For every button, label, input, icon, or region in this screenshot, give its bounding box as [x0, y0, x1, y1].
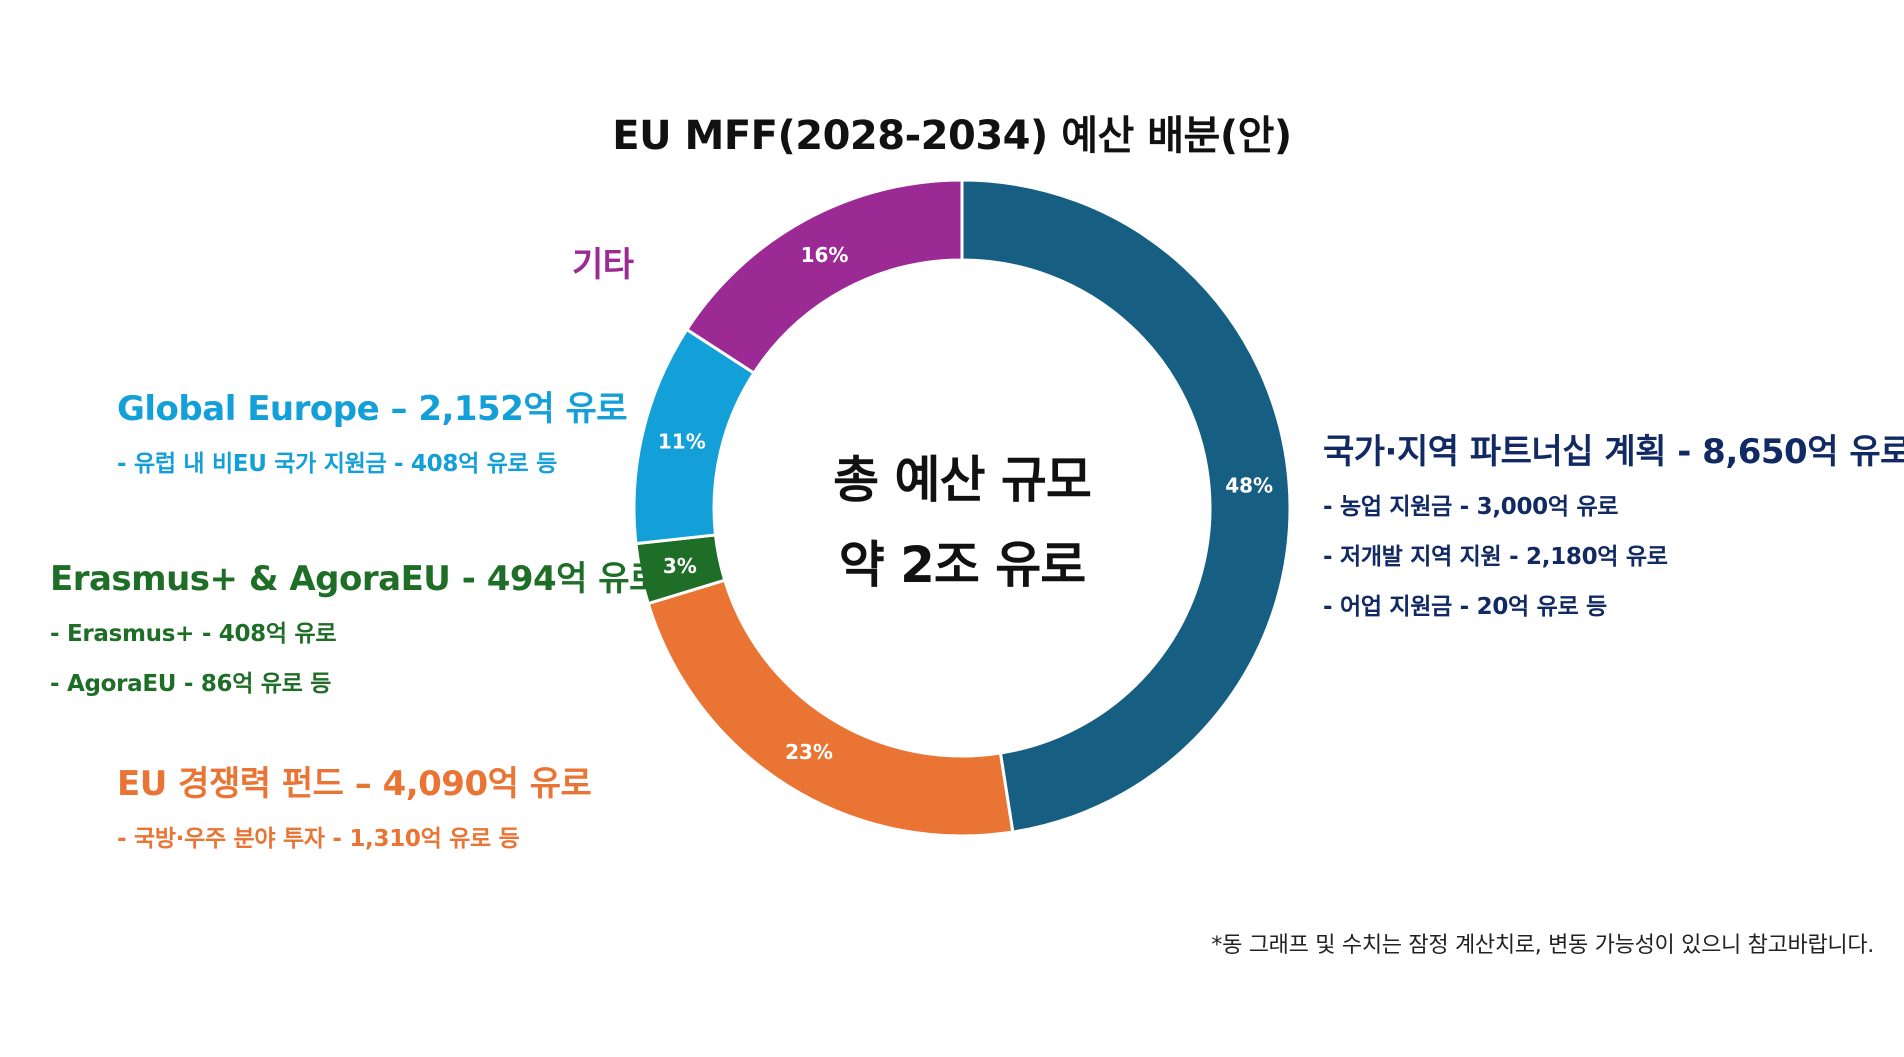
legend-erasmus-agoraeu-item: - Erasmus+ - 408억 유로	[50, 621, 337, 647]
donut-slice-national-regional-plan	[960, 178, 1292, 834]
chart-title: EU MFF(2028-2034) 예산 배분(안)	[612, 113, 1292, 159]
slice-label-global-europe: 11%	[658, 429, 706, 453]
legend-erasmus-agoraeu: Erasmus+ & AgoraEU - 494억 유로 - Erasmus+ …	[50, 551, 660, 698]
legend-competitiveness-fund: EU 경쟁력 펀드 – 4,090억 유로 - 국방·우주 분야 투자 - 1,…	[117, 756, 592, 853]
slice-label-erasmus-agoraeu: 3%	[663, 554, 697, 578]
legend-national-regional-plan-item: - 농업 지원금 - 3,000억 유로	[1323, 494, 1619, 520]
donut-slice-labels: 48% 23% 3% 11% 16%	[658, 243, 1273, 764]
total-budget-value: 약 2조 유로	[838, 536, 1087, 594]
donut-slices	[632, 178, 1292, 838]
legend-global-europe-title: Global Europe – 2,152억 유로	[117, 389, 628, 429]
legend-erasmus-agoraeu-title: Erasmus+ & AgoraEU - 494억 유로	[50, 559, 660, 599]
slice-label-other: 16%	[801, 243, 849, 267]
legend-national-regional-plan-item: - 어업 지원금 - 20억 유로 등	[1323, 594, 1607, 620]
legend-competitiveness-fund-title: EU 경쟁력 펀드 – 4,090억 유로	[117, 764, 592, 804]
donut-slice-other	[684, 178, 964, 376]
legend-national-regional-plan: 국가·지역 파트너십 계획 - 8,650억 유로 - 농업 지원금 - 3,0…	[1323, 424, 1904, 621]
legend-global-europe-item: - 유럽 내 비EU 국가 지원금 - 408억 유로 등	[117, 451, 557, 477]
legend-other-title: 기타	[572, 245, 634, 285]
legend-other: 기타	[572, 237, 634, 286]
legend-national-regional-plan-title: 국가·지역 파트너십 계획 - 8,650억 유로	[1323, 432, 1904, 472]
footnote: *동 그래프 및 수치는 잠정 계산치로, 변동 가능성이 있으니 참고바랍니다…	[1211, 933, 1874, 958]
legend-national-regional-plan-item: - 저개발 지역 지원 - 2,180억 유로	[1323, 544, 1668, 570]
slice-label-national-regional-plan: 48%	[1225, 474, 1273, 498]
donut-slice-competitiveness-fund	[646, 578, 1015, 838]
legend-global-europe: Global Europe – 2,152억 유로 - 유럽 내 비EU 국가 …	[117, 381, 628, 478]
legend-erasmus-agoraeu-item: - AgoraEU - 86억 유로 등	[50, 671, 332, 697]
total-budget-label: 총 예산 규모	[833, 451, 1092, 509]
slice-label-competitiveness-fund: 23%	[785, 740, 833, 764]
legend-competitiveness-fund-item: - 국방·우주 분야 투자 - 1,310억 유로 등	[117, 826, 520, 852]
